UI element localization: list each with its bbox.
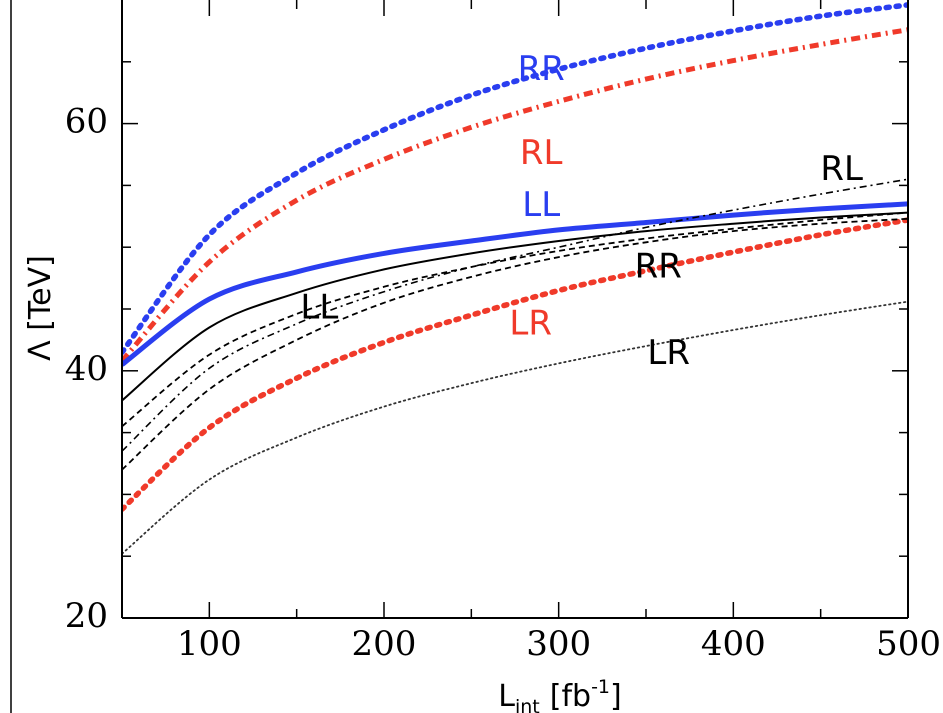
x-axis-title-unit: [fb [550,679,591,713]
curve-labels-group: RR RL LL RL LL RR LR LR [300,49,863,373]
series-line-lr-4 [122,217,908,512]
ticks-group [122,0,909,618]
series-line-ll-3 [122,201,908,367]
tick-labels-group: 100 200 300 400 500 20 40 60 [65,102,941,664]
y-tick-label-60: 60 [65,102,108,142]
curve-label-lr-8: LR [647,333,690,373]
curve-label-lr-7: LR [509,304,552,344]
y-axis-title: Λ [TeV] [23,255,58,361]
x-tick-label-200: 200 [352,624,417,664]
x-axis-title-subscript: int [515,696,540,713]
curve-label-rr-6: RR [635,247,682,287]
curve-label-ll-5: LL [300,288,338,328]
series-line-rr-1 [122,2,908,356]
x-axis-title-unit-exp: -1 [591,676,610,698]
curve-label-rl-4: RL [820,149,863,189]
series-line-ll-5 [122,211,908,402]
x-tick-label-100: 100 [177,624,242,664]
curve-label-rr-1: RR [518,49,565,89]
series-line-unlabeled-8 [122,217,908,471]
series-line-rl-6 [122,178,908,452]
curve-label-rl-2: RL [520,133,563,173]
y-tick-label-20: 20 [65,596,108,636]
series-line-rr-7 [122,211,908,428]
curve-label-ll-3: LL [522,185,560,225]
x-axis-title: Lint [fb-1] [498,676,621,713]
series-line-lr-9 [122,300,908,555]
x-axis-title-unit-close: ] [610,679,622,713]
curves-group [122,2,908,555]
x-axis-title-main: L [498,679,515,713]
series-line-rl-2 [122,27,908,363]
x-tick-label-400: 400 [701,624,766,664]
y-tick-label-40: 40 [65,349,108,389]
x-tick-label-300: 300 [526,624,591,664]
x-tick-label-500: 500 [876,624,941,664]
